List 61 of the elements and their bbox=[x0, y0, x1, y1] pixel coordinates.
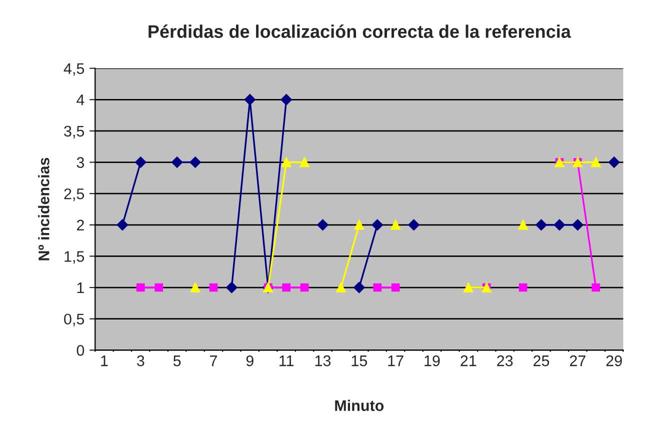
x-tick-label: 27 bbox=[570, 355, 586, 366]
x-tick-label: 1 bbox=[101, 356, 108, 366]
x-tick-label: 15 bbox=[352, 356, 368, 366]
chart-title: Pérdidas de localización correcta de la referencia bbox=[148, 24, 572, 38]
point bbox=[209, 283, 218, 292]
point bbox=[226, 282, 238, 294]
x-tick-label: 3 bbox=[136, 355, 144, 366]
point bbox=[372, 219, 383, 230]
x-tick-label: 25 bbox=[534, 355, 550, 366]
point bbox=[572, 219, 584, 230]
point bbox=[300, 283, 309, 292]
point bbox=[154, 283, 164, 292]
point bbox=[390, 220, 400, 230]
point bbox=[281, 157, 292, 168]
point bbox=[135, 156, 146, 168]
point bbox=[373, 283, 382, 292]
x-tick-label: 11 bbox=[280, 356, 294, 366]
point bbox=[608, 156, 620, 168]
y-tick-label: 4,5 bbox=[64, 63, 84, 76]
y-tick-label: 1 bbox=[77, 282, 84, 294]
point bbox=[171, 156, 183, 168]
point bbox=[592, 283, 600, 292]
point bbox=[518, 220, 528, 230]
point bbox=[336, 282, 346, 292]
point bbox=[300, 157, 310, 168]
point bbox=[280, 94, 292, 106]
x-tick-label: 13 bbox=[315, 355, 331, 366]
point bbox=[244, 94, 256, 106]
y-tick-label: 3,5 bbox=[64, 126, 84, 138]
x-tick-label: 9 bbox=[246, 355, 254, 366]
point bbox=[536, 219, 547, 230]
y-tick-label: 0,5 bbox=[64, 314, 84, 326]
y-axis-title: Nº incidencias bbox=[38, 158, 50, 260]
x-tick-label: 23 bbox=[497, 355, 513, 366]
point bbox=[554, 219, 566, 230]
point bbox=[317, 219, 328, 230]
point bbox=[464, 282, 474, 292]
point bbox=[391, 283, 400, 292]
point bbox=[408, 219, 420, 230]
x-axis-title: Minuto bbox=[335, 400, 384, 412]
y-tick-label: 0 bbox=[76, 345, 84, 356]
point bbox=[354, 282, 365, 294]
x-tick-label: 19 bbox=[424, 355, 440, 366]
y-tick-label: 2,5 bbox=[64, 188, 84, 202]
x-tick-label: 29 bbox=[606, 355, 622, 366]
point bbox=[190, 156, 201, 168]
x-tick-label: 21 bbox=[460, 355, 476, 366]
y-tick-label: 1,5 bbox=[64, 251, 84, 264]
point bbox=[518, 283, 528, 292]
point bbox=[282, 283, 290, 292]
y-tick-label: 3 bbox=[76, 157, 84, 168]
x-tick-label: 17 bbox=[388, 356, 404, 366]
point bbox=[591, 157, 601, 168]
y-tick-label: 4 bbox=[76, 94, 84, 106]
point bbox=[354, 220, 364, 230]
x-tick-label: 5 bbox=[173, 356, 181, 366]
point bbox=[116, 219, 128, 230]
y-tick-label: 2 bbox=[76, 220, 84, 230]
point bbox=[190, 282, 200, 292]
x-tick-label: 7 bbox=[210, 356, 217, 366]
point bbox=[136, 283, 145, 292]
